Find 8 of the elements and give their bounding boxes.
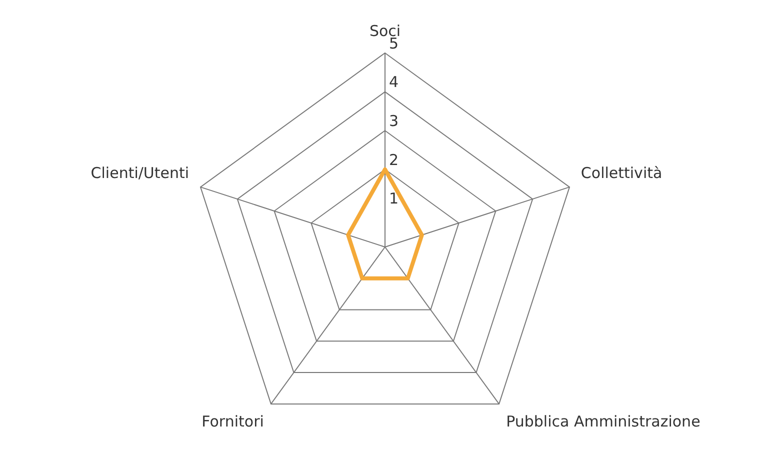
y-tick-label: 2	[389, 150, 399, 169]
y-tick-label: 3	[389, 112, 399, 130]
spoke-label: Pubblica Amministrazione	[506, 412, 700, 431]
spoke-label: Collettività	[580, 164, 662, 182]
spoke-label: Fornitori	[202, 412, 264, 431]
spoke-label: Clienti/Utenti	[90, 164, 190, 182]
y-tick-label: 4	[389, 73, 399, 92]
y-tick-label: 1	[389, 190, 399, 208]
